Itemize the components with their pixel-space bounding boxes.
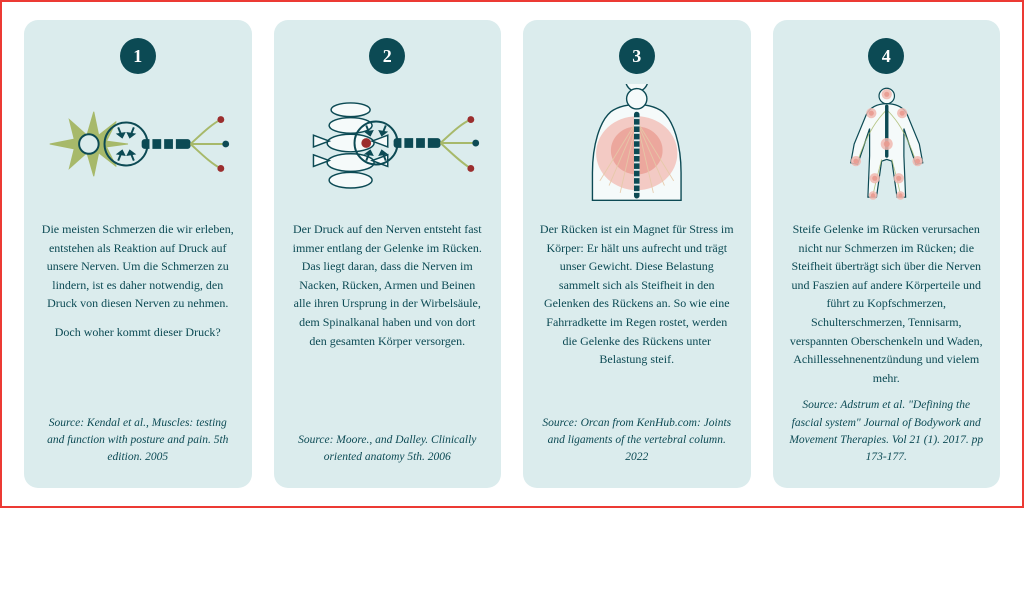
- card-number-badge: 3: [619, 38, 655, 74]
- card-source: Source: Moore., and Dalley. Clinically o…: [290, 432, 486, 467]
- card-number-badge: 1: [120, 38, 156, 74]
- info-card-2: 2: [274, 20, 502, 488]
- card-text: Die meisten Schmerzen die wir erleben, e…: [40, 220, 236, 313]
- card-number-badge: 2: [369, 38, 405, 74]
- cards-row: 1: [24, 20, 1000, 488]
- body-pain-illustration: [789, 84, 985, 204]
- info-card-1: 1: [24, 20, 252, 488]
- neuron-illustration: [40, 84, 236, 204]
- card-text: Steife Gelenke im Rücken verursachen nic…: [789, 220, 985, 387]
- spine-nerve-illustration: [290, 84, 486, 204]
- info-card-3: 3: [523, 20, 751, 488]
- card-source: Source: Adstrum et al. "Defining the fas…: [789, 397, 985, 466]
- info-card-4: 4: [773, 20, 1001, 488]
- card-text: Der Druck auf den Nerven entsteht fast i…: [290, 220, 486, 350]
- back-stress-illustration: [539, 84, 735, 204]
- card-source: Source: Kendal et al., Muscles: testing …: [40, 415, 236, 467]
- card-source: Source: Orcan from KenHub.com: Joints an…: [539, 415, 735, 467]
- card-text: Der Rücken ist ein Magnet für Stress im …: [539, 220, 735, 369]
- card-number-badge: 4: [868, 38, 904, 74]
- card-text-2: Doch woher kommt dieser Druck?: [55, 323, 221, 342]
